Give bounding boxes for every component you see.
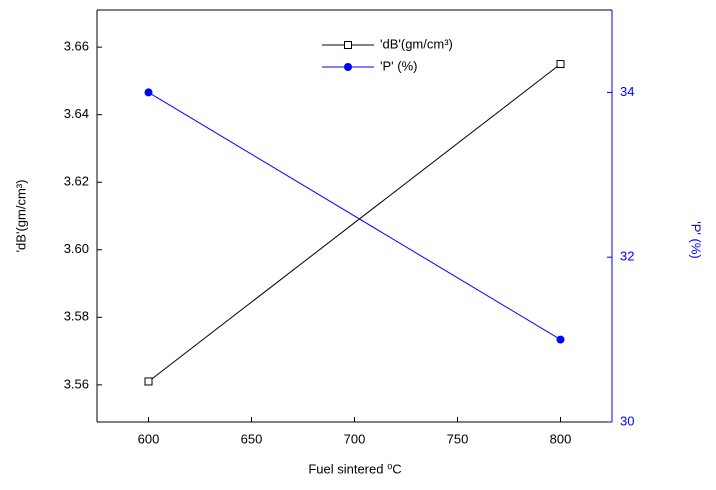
data-point — [144, 88, 153, 97]
legend-label: 'dB'(gm/cm³) — [380, 36, 453, 51]
y-tick-label: 3.58 — [64, 309, 89, 324]
y-tick-label: 3.62 — [64, 174, 89, 189]
y-axis-label: 'dB'(gm/cm³) — [13, 180, 28, 253]
y-tick-label: 3.64 — [64, 106, 89, 121]
legend-marker — [344, 63, 352, 71]
x-tick-label: 650 — [241, 431, 263, 446]
y-tick-label: 3.60 — [64, 241, 89, 256]
legend-label: 'P' (%) — [380, 58, 417, 73]
data-point — [556, 60, 565, 69]
y2-tick-label: 32 — [620, 249, 634, 264]
data-point — [556, 335, 565, 344]
series-line — [148, 63, 561, 382]
data-point — [144, 377, 153, 386]
x-tick-label: 800 — [550, 431, 572, 446]
x-axis-label: Fuel sintered ⁰C — [308, 461, 401, 476]
legend-marker — [344, 41, 352, 49]
y2-tick-label: 30 — [620, 413, 634, 428]
x-tick-label: 700 — [344, 431, 366, 446]
x-tick-label: 600 — [138, 431, 160, 446]
y-tick-label: 3.66 — [64, 39, 89, 54]
y2-tick-label: 34 — [620, 84, 634, 99]
y2-axis-label: 'P' (%) — [689, 221, 704, 258]
x-tick-label: 750 — [447, 431, 469, 446]
series-line — [148, 91, 561, 341]
y-tick-label: 3.56 — [64, 376, 89, 391]
